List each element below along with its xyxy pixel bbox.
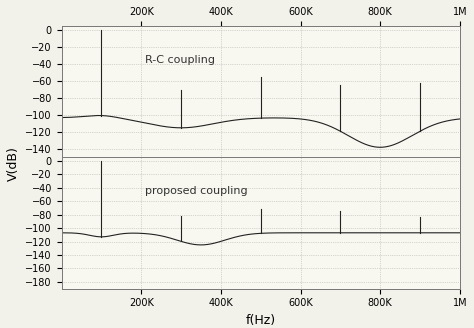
X-axis label: f(Hz): f(Hz): [246, 314, 276, 327]
Text: V(dB): V(dB): [7, 147, 20, 181]
Text: proposed coupling: proposed coupling: [145, 186, 248, 196]
Text: R-C coupling: R-C coupling: [145, 55, 215, 65]
